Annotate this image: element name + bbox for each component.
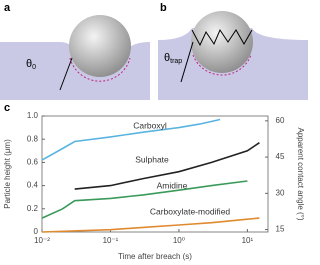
y-tick-label: 0.2 bbox=[27, 204, 39, 213]
series-line bbox=[41, 217, 260, 233]
contact-line bbox=[192, 54, 252, 76]
y-axis-label: Particle height (μm) bbox=[3, 139, 12, 209]
series-label: Sulphate bbox=[135, 154, 169, 164]
pinned-line bbox=[191, 28, 253, 47]
subscript: trap bbox=[170, 58, 182, 65]
x-tick-label: 10⁻² bbox=[34, 236, 50, 245]
y-tick-label: 0.4 bbox=[27, 181, 39, 190]
tangent bbox=[59, 57, 73, 91]
panel-letter: c bbox=[4, 102, 10, 114]
y-tick-label: 0.8 bbox=[27, 134, 39, 143]
liquid bbox=[0, 42, 150, 100]
contact-line bbox=[69, 57, 131, 82]
figure: a θ0 b θtrap c Time after breach (s) Par… bbox=[0, 2, 308, 261]
y2-tick-label: 60 bbox=[276, 116, 285, 125]
y2-tick-label: 15 bbox=[276, 225, 285, 234]
y2-axis-label: Apparent contact angle (°) bbox=[296, 127, 305, 220]
series-line bbox=[74, 142, 260, 190]
tangent bbox=[180, 41, 194, 83]
series-label: Carboxylate-modified bbox=[150, 206, 231, 216]
x-tick-label: 10⁰ bbox=[173, 236, 185, 245]
series-line bbox=[41, 118, 221, 161]
y2-tick-label: 45 bbox=[276, 152, 285, 161]
y-tick-label: 0 bbox=[34, 227, 39, 236]
angle-label: θtrap bbox=[164, 52, 182, 65]
particle bbox=[191, 11, 253, 73]
panel-letter: a bbox=[4, 2, 11, 14]
angle-label: θ0 bbox=[26, 58, 36, 71]
series-label: Amidine bbox=[157, 180, 188, 190]
y2-tick-label: 30 bbox=[276, 188, 285, 197]
series-line bbox=[41, 180, 248, 219]
y-tick-label: 0.6 bbox=[27, 158, 39, 167]
series-label: Carboxyl bbox=[133, 120, 167, 130]
symbol: θ bbox=[164, 52, 170, 64]
x-tick-label: 10⁻¹ bbox=[103, 236, 119, 245]
y-tick-label: 1.0 bbox=[27, 111, 39, 120]
subscript: 0 bbox=[32, 64, 36, 71]
x-axis-label: Time after breach (s) bbox=[118, 252, 192, 261]
symbol: θ bbox=[26, 58, 32, 70]
plot-frame bbox=[41, 115, 269, 233]
x-tick-label: 10¹ bbox=[242, 236, 254, 245]
particle bbox=[69, 15, 131, 77]
panel-letter: b bbox=[160, 2, 167, 14]
